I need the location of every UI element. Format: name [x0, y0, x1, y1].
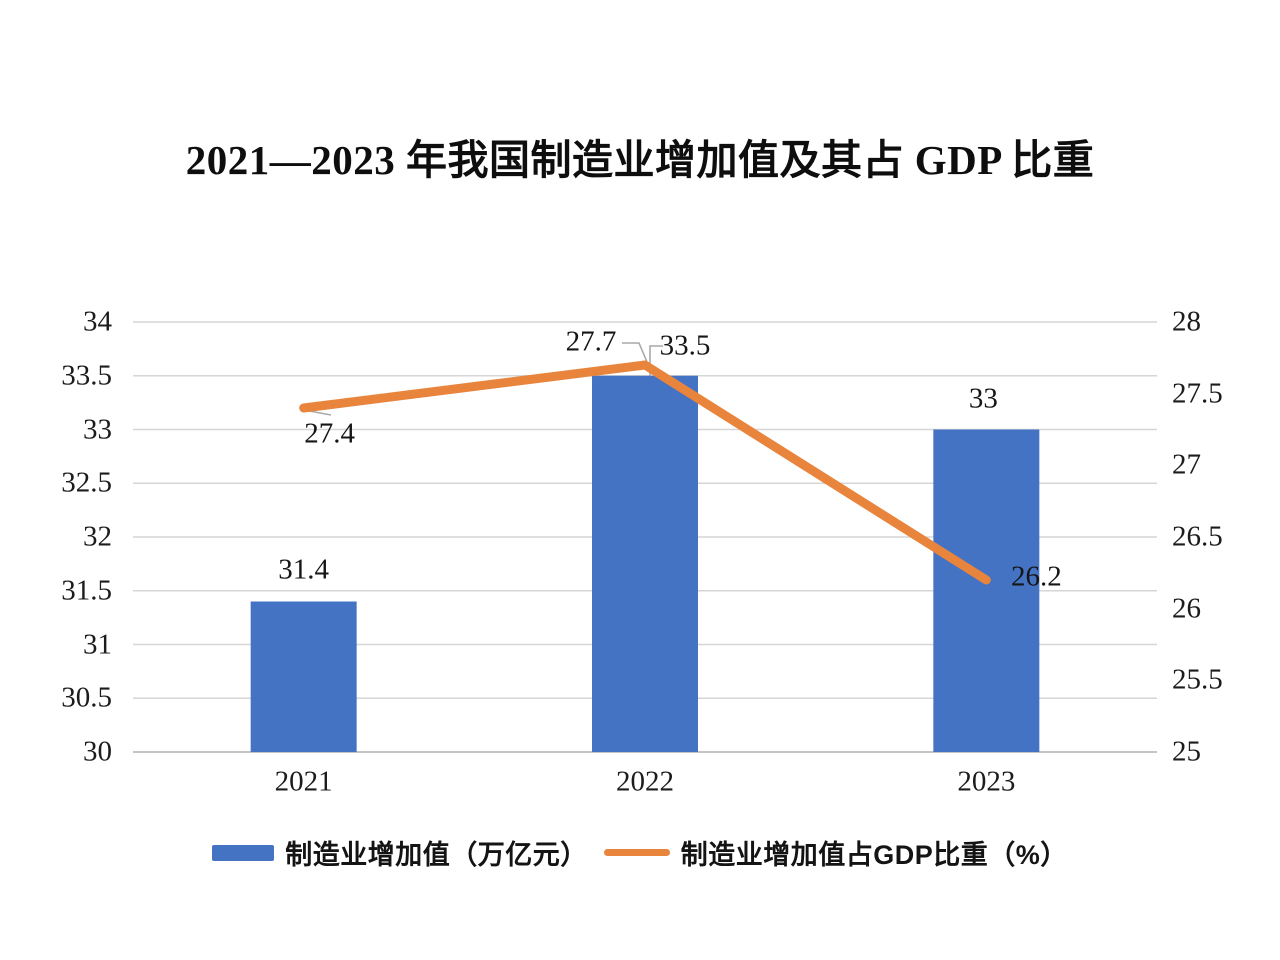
gdp-share-line: [299, 360, 991, 585]
data-label-leader-line: [622, 342, 648, 363]
bar-2021: [250, 601, 357, 752]
line-series-swatch-icon: [603, 849, 670, 856]
bar-2022: [592, 375, 698, 752]
legend: 制造业增加值（万亿元） 制造业增加值占GDP比重（%）: [0, 833, 1280, 872]
line-series-legend-label: 制造业增加值占GDP比重（%）: [680, 840, 1068, 870]
legend-item-bar-series: 制造业增加值（万亿元）: [212, 833, 588, 872]
bar-2023: [933, 429, 1040, 752]
chart-title: 2021—2023 年我国制造业增加值及其占 GDP 比重: [185, 137, 1095, 183]
bar-series-legend-label: 制造业增加值（万亿元）: [285, 840, 588, 870]
bar-series-swatch-icon: [212, 844, 275, 861]
legend-item-line-series: 制造业增加值占GDP比重（%）: [603, 833, 1068, 872]
